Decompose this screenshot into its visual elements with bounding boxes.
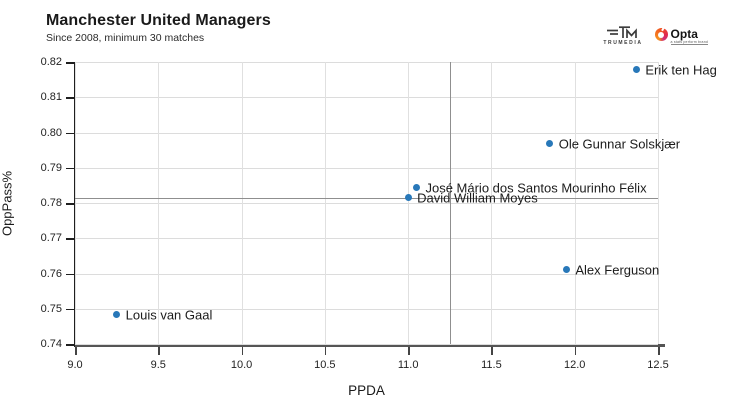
x-axis-title: PPDA — [348, 383, 385, 398]
y-tick-label: 0.78 — [40, 197, 62, 209]
x-gridline — [491, 62, 493, 344]
y-tick-label: 0.81 — [40, 91, 62, 104]
y-gridline — [75, 97, 658, 99]
data-point[interactable] — [412, 183, 420, 191]
x-tick — [658, 347, 660, 355]
x-gridline — [324, 62, 326, 344]
x-gridline — [658, 62, 659, 344]
x-gridline — [241, 62, 243, 344]
x-tick — [324, 347, 327, 355]
opta-wordmark: Opta — [670, 27, 698, 41]
x-gridline — [158, 62, 160, 344]
x-tick — [158, 347, 160, 355]
data-point[interactable] — [632, 65, 640, 73]
plot-area: Erik ten Hag Ole Gunnar Solskjær José Mári… — [75, 62, 717, 345]
y-tick-label: 0.80 — [40, 126, 62, 139]
y-tick — [66, 238, 74, 240]
y-tick — [66, 62, 74, 64]
x-tick-label: 12.5 — [647, 359, 669, 371]
y-gridline — [75, 203, 658, 204]
reference-line-horizontal — [75, 197, 658, 199]
y-tick — [66, 273, 74, 275]
x-tick — [491, 347, 493, 355]
x-gridline — [408, 62, 410, 344]
x-tick-label: 10.5 — [314, 359, 336, 371]
y-gridline — [75, 344, 658, 345]
x-tick — [408, 347, 410, 355]
y-tick — [66, 344, 74, 346]
data-point[interactable] — [404, 194, 412, 202]
point-label: Alex Ferguson — [575, 262, 660, 278]
page-title: Manchester United Managers — [46, 12, 271, 29]
branding: TRUMEDIA Opta a stats perform brand — [603, 26, 708, 46]
x-gridline — [75, 62, 76, 344]
x-tick-label: 12.0 — [563, 359, 586, 371]
point-label: Erik ten Hag — [645, 62, 717, 78]
x-tick — [241, 347, 244, 355]
y-tick — [66, 203, 74, 205]
point-label: David William Moyes — [417, 190, 538, 206]
y-tick-label: 0.82 — [40, 56, 62, 68]
x-tick-label: 9.0 — [67, 359, 83, 371]
y-gridline — [75, 308, 658, 310]
reference-line-vertical — [449, 62, 451, 344]
x-gridline — [574, 62, 576, 344]
y-tick — [66, 132, 74, 134]
y-gridline — [75, 273, 658, 275]
y-gridline — [75, 62, 658, 63]
trumedia-logo: TRUMEDIA — [603, 26, 642, 46]
title-block: Manchester United Managers Since 2008, m… — [46, 12, 271, 44]
x-tick-label: 10.0 — [230, 359, 253, 371]
opta-ring-icon — [654, 28, 668, 41]
opta-tagline: a stats perform brand — [670, 40, 708, 45]
y-tick-label: 0.77 — [40, 232, 62, 245]
y-tick-label: 0.79 — [40, 161, 62, 174]
point-label: Ole Gunnar Solskjær — [558, 136, 681, 152]
point-label: José Mário dos Santos Mourinho Félix — [425, 180, 647, 196]
page-subtitle: Since 2008, minimum 30 matches — [46, 32, 205, 44]
trumedia-wordmark: TRUMEDIA — [603, 40, 643, 46]
data-point[interactable] — [546, 139, 554, 147]
y-gridline — [75, 167, 658, 169]
x-tick — [75, 347, 77, 355]
y-tick-label: 0.74 — [40, 338, 62, 350]
x-axis-line — [75, 344, 665, 347]
y-gridline — [75, 238, 658, 240]
y-tick — [66, 167, 74, 170]
y-gridline — [75, 132, 658, 134]
y-tick — [66, 308, 74, 311]
data-point[interactable] — [113, 310, 121, 318]
x-tick-label: 11.5 — [481, 359, 502, 371]
y-tick-label: 0.76 — [40, 267, 62, 280]
opta-logo: Opta a stats perform brand — [654, 26, 708, 45]
point-label: Louis van Gaal — [125, 307, 213, 323]
x-tick-label: 11.0 — [397, 359, 419, 371]
x-tick — [574, 347, 577, 355]
data-point[interactable] — [562, 266, 570, 274]
y-tick — [66, 97, 74, 99]
trumedia-icon — [606, 26, 637, 38]
y-tick-label: 0.75 — [40, 302, 62, 315]
x-tick-label: 9.5 — [150, 359, 166, 371]
